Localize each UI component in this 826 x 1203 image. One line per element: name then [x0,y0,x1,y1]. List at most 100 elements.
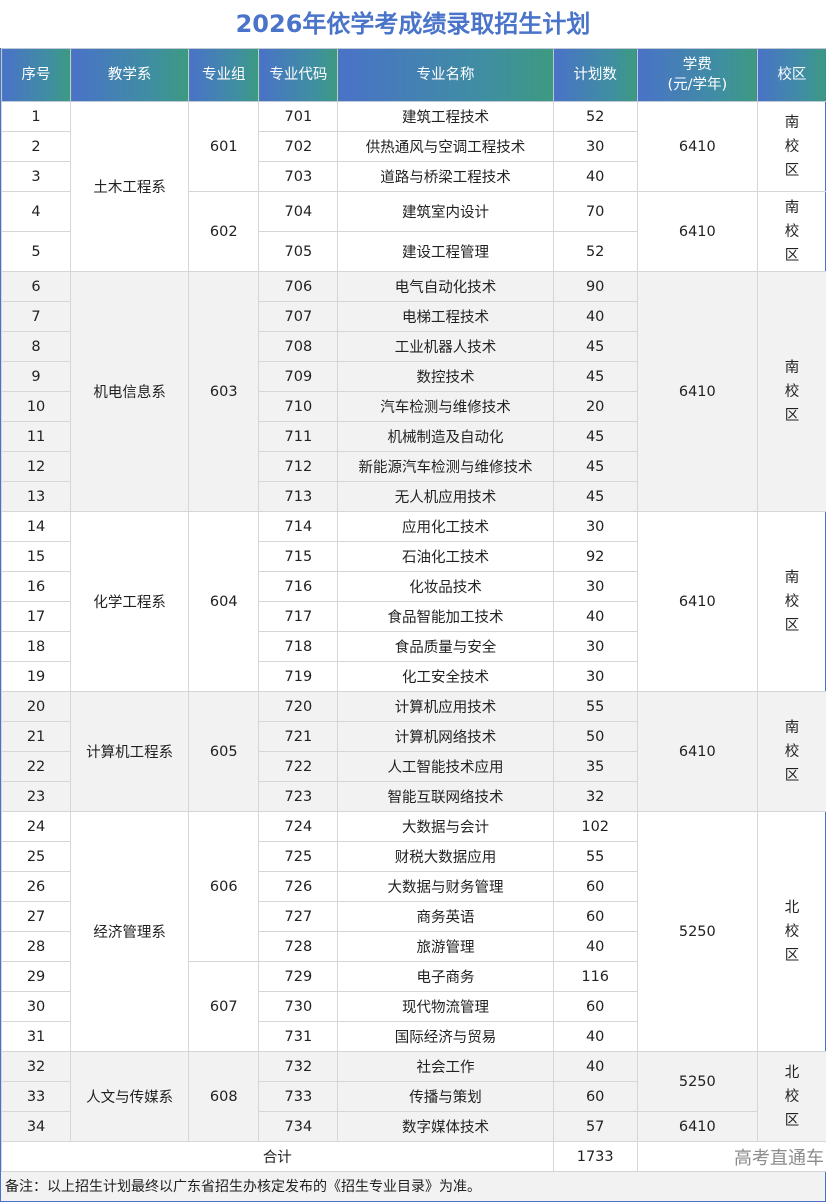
seq-cell: 28 [0,931,72,962]
major-group-cell: 605 [188,691,260,812]
major-name-cell: 汽车检测与维修技术 [337,391,554,422]
major-code-cell: 712 [258,451,339,482]
table-row: 20 计算机工程系 605 720 计算机应用技术 55 6410 南校区 [0,691,826,812]
plan-cell: 60 [552,871,638,902]
plan-cell: 57 [552,1111,638,1142]
header-fee: 学费 (元/学年) [636,48,758,102]
plan-cell: 45 [552,361,638,392]
department-cell: 土木工程系 [70,101,190,272]
major-name-cell: 智能互联网络技术 [337,781,554,812]
plan-cell: 40 [552,1021,638,1052]
table-row: 21 721 计算机网络技术 50 [0,721,826,752]
seq-cell: 11 [0,421,72,452]
tuition-cell: 6410 [636,101,758,192]
major-name-cell: 计算机网络技术 [337,721,554,752]
seq-cell: 6 [0,271,72,302]
plan-cell: 90 [552,271,638,302]
seq-cell: 13 [0,481,72,512]
major-code-cell: 733 [258,1081,339,1112]
seq-cell: 26 [0,871,72,902]
seq-cell: 34 [0,1111,72,1142]
total-label: 合计 [1,1141,554,1172]
seq-cell: 7 [0,301,72,332]
major-group-cell: 604 [188,511,260,692]
major-name-cell: 商务英语 [337,901,554,932]
campus-cell: 北校区 [756,811,826,1052]
plan-cell: 40 [552,301,638,332]
tuition-cell: 5250 [636,811,758,1052]
major-code-cell: 713 [258,481,339,512]
plan-cell: 116 [552,961,638,992]
major-group-cell: 601 [188,101,260,192]
table-row: 27 727 商务英语 60 [0,901,826,932]
table-row: 30 730 现代物流管理 60 [0,991,826,1022]
tuition-cell: 6410 [636,271,758,512]
plan-cell: 60 [552,1081,638,1112]
major-name-cell: 人工智能技术应用 [337,751,554,782]
seq-cell: 31 [0,1021,72,1052]
table-wrapper: 序号 教学系 专业组 专业代码 专业名称 计划数 学费 (元/学年) 校区 1 土木… [0,48,826,1172]
major-name-cell: 国际经济与贸易 [337,1021,554,1052]
total-value: 1733 [552,1141,638,1172]
seq-cell: 4 [0,191,72,232]
seq-cell: 22 [0,751,72,782]
major-name-cell: 建筑工程技术 [337,101,554,132]
table-row: 28 728 旅游管理 40 [0,931,826,962]
table-row: 22 722 人工智能技术应用 35 [0,751,826,782]
header-code: 专业代码 [258,48,339,102]
plan-cell: 50 [552,721,638,752]
seq-cell: 27 [0,901,72,932]
tuition-cell: 6410 [636,191,758,272]
major-name-cell: 财税大数据应用 [337,841,554,872]
seq-cell: 3 [0,161,72,192]
major-name-cell: 数控技术 [337,361,554,392]
seq-cell: 1 [0,101,72,132]
seq-cell: 17 [0,601,72,632]
major-code-cell: 726 [258,871,339,902]
major-code-cell: 709 [258,361,339,392]
major-code-cell: 711 [258,421,339,452]
table-row: 19 719 化工安全技术 30 [0,661,826,692]
header-fee-line1: 学费 [682,57,712,73]
major-code-cell: 715 [258,541,339,572]
major-code-cell: 720 [258,691,339,722]
seq-cell: 21 [0,721,72,752]
seq-cell: 29 [0,961,72,992]
major-code-cell: 718 [258,631,339,662]
major-code-cell: 725 [258,841,339,872]
major-name-cell: 建筑室内设计 [337,191,554,232]
campus-text: 北校区 [784,1064,800,1129]
tuition-cell: 6410 [636,511,758,692]
major-name-cell: 电梯工程技术 [337,301,554,332]
seq-cell: 25 [0,841,72,872]
table-row: 11 711 机械制造及自动化 45 [0,421,826,452]
plan-cell: 30 [552,631,638,662]
tuition-cell: 5250 [636,1051,758,1112]
header-plan: 计划数 [552,48,638,102]
table-row: 7 707 电梯工程技术 40 [0,301,826,332]
table-row: 15 715 石油化工技术 92 [0,541,826,572]
major-group-cell: 603 [188,271,260,512]
major-group-cell: 607 [188,961,260,1052]
major-name-cell: 社会工作 [337,1051,554,1082]
major-code-cell: 723 [258,781,339,812]
major-name-cell: 建设工程管理 [337,231,554,272]
watermark: 高考直通车 [636,1141,826,1172]
plan-cell: 45 [552,421,638,452]
table-row: 17 717 食品智能加工技术 40 [0,601,826,632]
major-name-cell: 食品质量与安全 [337,631,554,662]
major-name-cell: 旅游管理 [337,931,554,962]
plan-cell: 30 [552,131,638,162]
plan-cell: 60 [552,991,638,1022]
major-name-cell: 电气自动化技术 [337,271,554,302]
campus-text: 南校区 [784,199,800,264]
plan-cell: 30 [552,511,638,542]
major-code-cell: 714 [258,511,339,542]
major-code-cell: 701 [258,101,339,132]
campus-text: 南校区 [784,719,800,784]
table-row: 10 710 汽车检测与维修技术 20 [0,391,826,422]
seq-cell: 14 [0,511,72,542]
seq-cell: 12 [0,451,72,482]
major-code-cell: 730 [258,991,339,1022]
major-name-cell: 化妆品技术 [337,571,554,602]
